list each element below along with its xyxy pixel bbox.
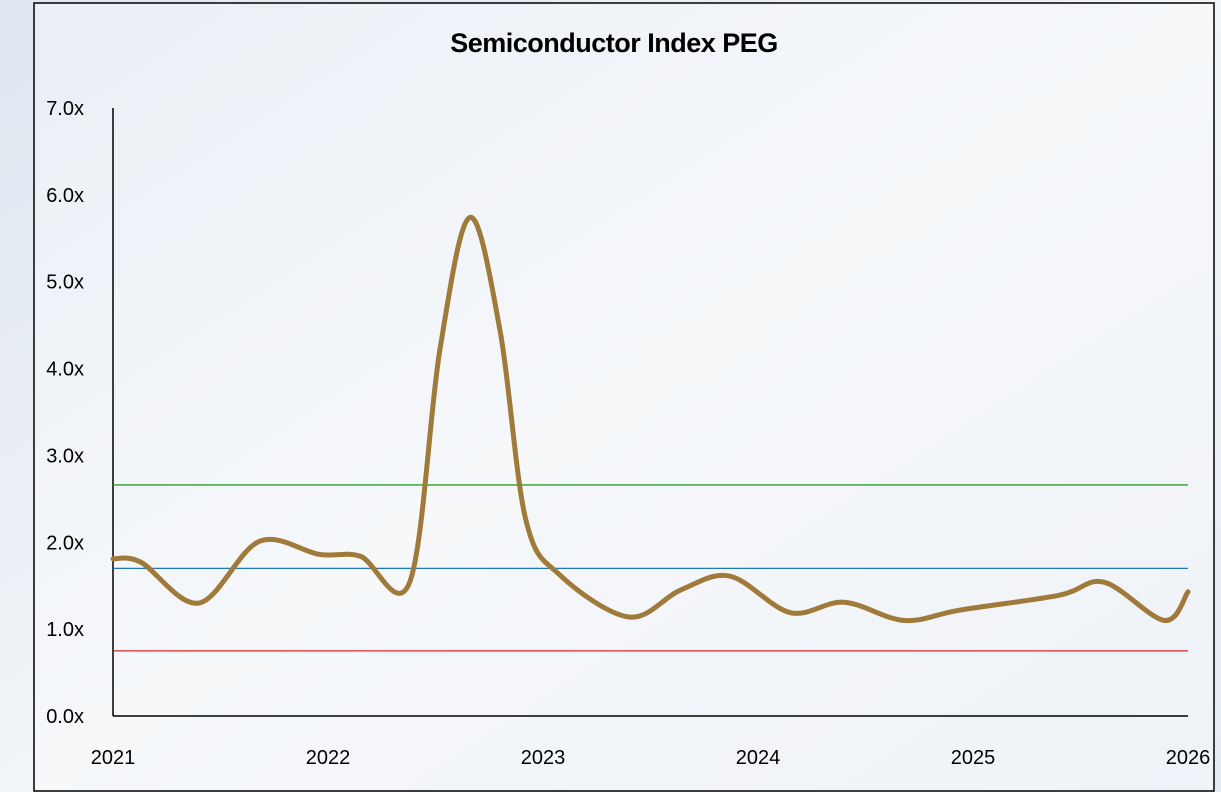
y-tick-label: 0.0x	[46, 706, 84, 728]
y-tick-label: 7.0x	[46, 98, 84, 120]
x-tick-label: 2024	[736, 747, 781, 769]
y-tick-label: 1.0x	[46, 619, 84, 641]
y-tick-label: 6.0x	[46, 185, 84, 207]
chart-frame	[33, 2, 1215, 792]
x-tick-label: 2025	[951, 747, 996, 769]
y-tick-label: 4.0x	[46, 359, 84, 381]
x-tick-label: 2023	[521, 747, 566, 769]
chart-title: Semiconductor Index PEG	[450, 28, 778, 58]
x-tick-label: 2026	[1166, 747, 1211, 769]
y-tick-label: 5.0x	[46, 272, 84, 294]
x-tick-label: 2022	[306, 747, 351, 769]
x-tick-label: 2021	[91, 747, 136, 769]
y-tick-label: 3.0x	[46, 445, 84, 467]
y-tick-label: 2.0x	[46, 532, 84, 554]
data-line	[110, 214, 1191, 624]
